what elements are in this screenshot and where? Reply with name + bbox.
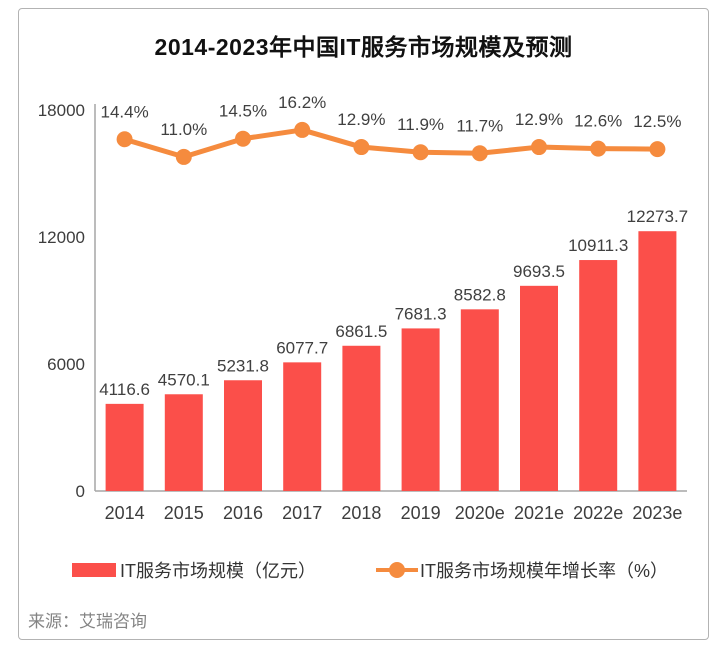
x-axis-tick-label: 2020e: [455, 503, 505, 523]
growth-rate-point: [471, 145, 488, 162]
growth-rate-point: [531, 139, 547, 156]
x-axis-tick-label: 2018: [341, 503, 381, 523]
x-axis-tick-label: 2021e: [514, 503, 564, 523]
bar-value-label: 10911.3: [568, 236, 628, 255]
legend: IT服务市场规模（亿元） IT服务市场规模年增长率（%）: [0, 556, 720, 584]
bar-value-label: 5231.8: [217, 356, 269, 375]
bar-2015: [164, 394, 203, 491]
growth-rate-label: 14.5%: [219, 102, 267, 121]
bar-value-label: 6077.7: [276, 338, 328, 357]
growth-rate-point: [294, 121, 311, 138]
legend-label-growth-rate: IT服务市场规模年增长率（%）: [420, 561, 668, 581]
x-axis-tick-label: 2019: [401, 503, 441, 523]
bar-value-label: 6861.5: [335, 322, 387, 341]
bar-value-label: 7681.3: [395, 304, 447, 323]
growth-rate-point: [116, 131, 133, 148]
chart-title: 2014-2023年中国IT服务市场规模及预测: [154, 34, 573, 60]
bar-2022e: [579, 260, 618, 491]
x-axis-tick-label: 2014: [105, 503, 145, 523]
line-swatch-marker: [389, 562, 405, 578]
growth-rate-label: 11.0%: [160, 120, 207, 139]
growth-rate-label: 12.6%: [574, 112, 622, 131]
x-axis-tick-label: 2023e: [632, 503, 682, 523]
bar-2017: [283, 362, 322, 491]
bar-value-label: 9693.5: [513, 262, 565, 281]
bar-2014: [105, 403, 144, 491]
y-axis-tick-label: 12000: [38, 228, 85, 247]
bar-value-label: 4116.6: [99, 380, 150, 399]
bar-value-label: 8582.8: [454, 285, 506, 304]
growth-rate-label: 16.2%: [278, 93, 326, 112]
bar-value-label: 12273.7: [627, 207, 688, 226]
growth-rate-point: [590, 140, 607, 157]
bar-value-label: 4570.1: [158, 370, 210, 389]
growth-rate-label: 14.4%: [100, 102, 148, 121]
bar-2023e: [638, 231, 677, 492]
bar-series-swatch: [72, 563, 116, 577]
bar-2016: [224, 380, 262, 491]
bar-2019: [401, 328, 440, 491]
x-axis-tick-label: 2017: [282, 503, 322, 523]
legend-item-growth-rate: IT服务市场规模年增长率（%）: [376, 556, 668, 584]
y-axis-tick-label: 6000: [47, 355, 85, 374]
legend-label-market-size: IT服务市场规模（亿元）: [120, 561, 316, 581]
source-attribution: 来源：艾瑞咨询: [28, 612, 147, 631]
growth-rate-point: [353, 139, 370, 156]
line-series-swatch: [376, 561, 418, 579]
growth-rate-label: 12.9%: [337, 110, 385, 129]
growth-rate-point: [649, 141, 666, 158]
growth-rate-label: 11.7%: [456, 116, 503, 135]
growth-rate-point: [175, 148, 192, 165]
y-axis-tick-label: 18000: [38, 101, 85, 120]
growth-rate-label: 11.9%: [397, 115, 444, 134]
growth-rate-line: [122, 127, 660, 160]
bar-2018: [342, 345, 381, 491]
growth-rate-label: 12.9%: [515, 110, 563, 129]
growth-rate-point: [235, 130, 251, 147]
x-axis-tick-label: 2022e: [573, 503, 623, 523]
bar-2020e: [460, 309, 499, 491]
bar-2021e: [520, 285, 558, 491]
x-axis-tick-label: 2016: [223, 503, 263, 523]
y-axis-tick-label: 0: [76, 482, 85, 501]
x-axis-tick-label: 2015: [164, 503, 204, 523]
growth-rate-point: [412, 144, 429, 161]
legend-item-market-size: IT服务市场规模（亿元）: [72, 556, 316, 584]
growth-rate-label: 12.5%: [633, 112, 681, 131]
